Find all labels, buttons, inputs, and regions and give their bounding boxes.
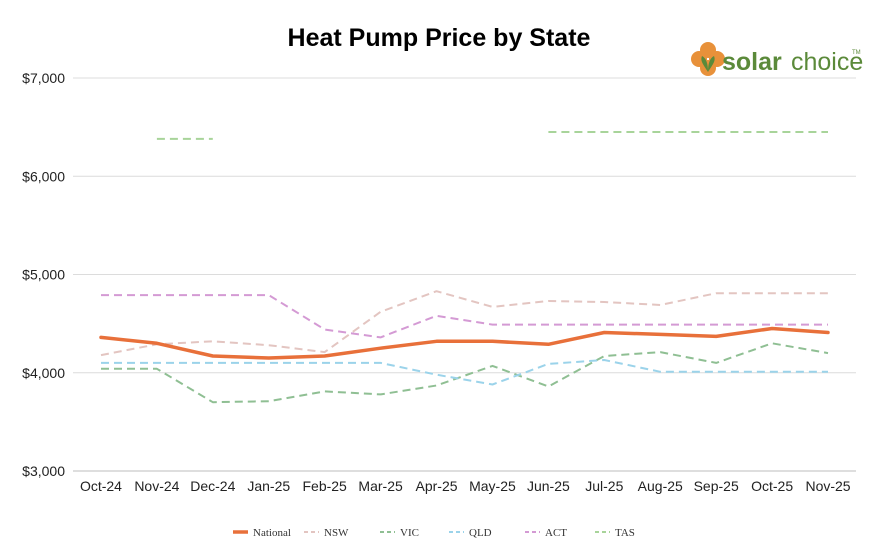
y-tick-label: $6,000 <box>22 168 65 184</box>
sun-leaf-icon <box>691 42 725 76</box>
x-tick-label: Jan-25 <box>247 478 290 494</box>
x-tick-label: Nov-25 <box>805 478 850 494</box>
x-tick-label: Feb-25 <box>302 478 347 494</box>
x-tick-label: Nov-24 <box>134 478 179 494</box>
x-tick-label: May-25 <box>469 478 516 494</box>
x-tick-label: Dec-24 <box>190 478 235 494</box>
series-line-national <box>99 326 830 360</box>
solarchoice-logo: solar choice TM <box>691 42 863 76</box>
legend-label-national: National <box>253 527 291 539</box>
x-tick-label: Jun-25 <box>527 478 570 494</box>
y-tick-label: $3,000 <box>22 463 65 479</box>
legend-label-tas: TAS <box>615 527 635 539</box>
legend-label-qld: QLD <box>469 527 492 539</box>
series-line-qld <box>101 359 828 386</box>
series-line-vic <box>101 342 829 404</box>
plot-area <box>99 131 830 404</box>
legend: National NSW VIC QLD ACT TAS <box>233 527 635 539</box>
y-tick-label: $4,000 <box>22 365 65 381</box>
x-tick-label: Oct-25 <box>751 478 793 494</box>
legend-label-vic: VIC <box>400 527 419 539</box>
x-axis: Oct-24 Nov-24 Dec-24 Jan-25 Feb-25 Mar-25 Apr-… <box>80 478 851 494</box>
legend-label-nsw: NSW <box>324 527 349 539</box>
x-tick-label: Jul-25 <box>585 478 623 494</box>
y-tick-label: $7,000 <box>22 70 65 86</box>
x-tick-label: Oct-24 <box>80 478 122 494</box>
x-tick-label: Sep-25 <box>694 478 739 494</box>
legend-label-act: ACT <box>545 527 567 539</box>
x-tick-label: Aug-25 <box>638 478 683 494</box>
grid-lines <box>73 77 856 472</box>
logo-trademark: TM <box>852 50 861 56</box>
logo-word-choice: choice <box>791 48 863 76</box>
chart-title: Heat Pump Price by State <box>288 24 591 52</box>
logo-word-solar: solar <box>722 48 782 76</box>
series-line-act <box>101 294 828 339</box>
y-tick-label: $5,000 <box>22 267 65 283</box>
x-tick-label: Apr-25 <box>416 478 458 494</box>
y-axis: $3,000 $4,000 $5,000 $6,000 $7,000 <box>22 70 65 479</box>
x-tick-label: Mar-25 <box>358 478 403 494</box>
series-line-nsw <box>100 290 828 357</box>
